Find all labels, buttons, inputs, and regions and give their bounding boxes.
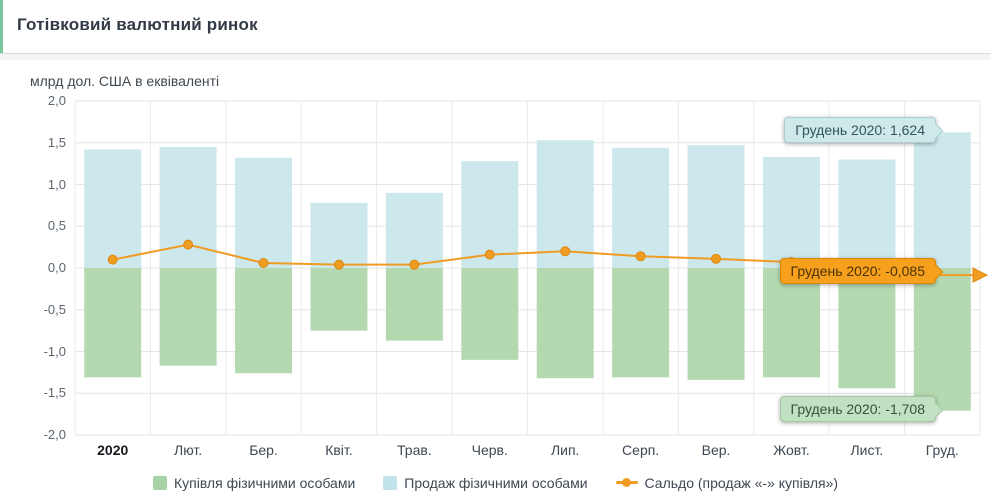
- y-axis-units-label: млрд дол. США в еквіваленті: [30, 73, 220, 89]
- bar-purchase-Трав.[interactable]: [385, 268, 443, 341]
- legend-item-purchase[interactable]: Купівля фізичними особами: [152, 474, 356, 491]
- x-tick-label: 2020: [97, 442, 129, 458]
- card-header: Готівковий валютний ринок: [0, 0, 991, 54]
- saldo-point-Трав.[interactable]: [409, 259, 420, 270]
- x-tick-label: Вер.: [701, 442, 731, 458]
- tooltip-saldo-december: Грудень 2020: -0,085: [779, 258, 936, 284]
- bar-sales-Груд.[interactable]: [913, 132, 971, 268]
- bar-sales-Лист.[interactable]: [838, 159, 896, 268]
- bar-sales-Серп.[interactable]: [612, 147, 670, 268]
- bar-purchase-Лют.[interactable]: [159, 268, 217, 366]
- y-tick-label: 0,0: [47, 260, 66, 275]
- x-tick-label: Жовт.: [773, 442, 810, 458]
- y-tick-label: 0,5: [47, 218, 66, 234]
- bar-sales-Жовт.[interactable]: [762, 156, 820, 268]
- x-tick-label: Лют.: [174, 442, 203, 458]
- legend-label-saldo: Сальдо (продаж «-» купівля»): [644, 474, 839, 491]
- bar-sales-Вер.[interactable]: [687, 145, 745, 268]
- bar-purchase-Жовт.[interactable]: [762, 268, 820, 378]
- bar-purchase-Серп.[interactable]: [612, 268, 670, 378]
- tooltip-purchase-december: Грудень 2020: -1,708: [779, 396, 936, 422]
- y-tick-label: -1,5: [43, 385, 66, 401]
- saldo-line-end-arrow-icon: [972, 267, 989, 283]
- bar-purchase-Квіт.[interactable]: [310, 268, 368, 331]
- legend-label-purchase: Купівля фізичними особами: [173, 474, 356, 491]
- y-tick-label: -0,5: [43, 301, 66, 317]
- saldo-point-2020[interactable]: [107, 254, 118, 265]
- y-tick-label: -1,0: [43, 343, 66, 359]
- saldo-point-Лип.[interactable]: [560, 246, 571, 257]
- y-tick-label: 1,0: [47, 176, 66, 192]
- chart-title: Готівковий валютний ринок: [17, 15, 258, 34]
- saldo-point-Квіт.[interactable]: [333, 259, 344, 270]
- saldo-point-Черв.[interactable]: [484, 249, 495, 260]
- y-tick-label: 2,0: [47, 93, 66, 108]
- x-tick-label: Трав.: [397, 442, 432, 458]
- bar-sales-2020[interactable]: [84, 149, 142, 268]
- bar-purchase-2020[interactable]: [84, 268, 142, 378]
- bar-sales-Трав.[interactable]: [385, 192, 443, 268]
- legend-label-sales: Продаж фізичними особами: [404, 474, 588, 491]
- bar-purchase-Груд.[interactable]: [913, 268, 971, 411]
- y-tick-label: -2,0: [43, 427, 66, 442]
- saldo-point-Серп.[interactable]: [635, 251, 646, 262]
- legend-marker-saldo-dot-icon: [621, 478, 631, 487]
- x-tick-label: Серп.: [622, 442, 660, 458]
- x-tick-label: Квіт.: [325, 442, 353, 458]
- x-tick-label: Груд.: [925, 442, 959, 458]
- legend-item-sales[interactable]: Продаж фізичними особами: [383, 474, 588, 491]
- y-tick-label: 1,5: [47, 134, 66, 150]
- tooltip-purchase-text: Грудень 2020: -1,708: [790, 401, 925, 417]
- saldo-point-Бер.[interactable]: [258, 257, 269, 268]
- chart-legend: Купівля фізичними особами Продаж фізични…: [0, 466, 991, 499]
- x-tick-label: Лип.: [550, 442, 580, 458]
- bar-purchase-Лист.[interactable]: [838, 268, 896, 389]
- bar-purchase-Вер.[interactable]: [687, 268, 745, 380]
- bar-purchase-Бер.[interactable]: [235, 268, 293, 374]
- x-tick-label: Лист.: [850, 442, 884, 458]
- header-accent-bar: [0, 0, 3, 53]
- bar-purchase-Лип.[interactable]: [536, 268, 594, 379]
- bar-purchase-Черв.[interactable]: [461, 268, 519, 360]
- saldo-point-Вер.[interactable]: [711, 253, 722, 264]
- x-tick-label: Черв.: [471, 442, 508, 458]
- tooltip-sales-december: Грудень 2020: 1,624: [784, 117, 936, 143]
- x-tick-label: Бер.: [249, 442, 278, 458]
- bar-sales-Квіт.[interactable]: [310, 202, 368, 268]
- tooltip-saldo-text: Грудень 2020: -0,085: [790, 263, 925, 279]
- saldo-point-Лют.[interactable]: [183, 239, 194, 250]
- header-divider: [0, 54, 991, 60]
- legend-marker-saldo-icon: [615, 478, 638, 487]
- legend-swatch-sales: [383, 475, 398, 490]
- legend-swatch-purchase: [152, 475, 167, 490]
- tooltip-sales-text: Грудень 2020: 1,624: [795, 122, 925, 138]
- bar-sales-Бер.[interactable]: [235, 157, 293, 268]
- legend-item-saldo[interactable]: Сальдо (продаж «-» купівля»): [615, 474, 839, 491]
